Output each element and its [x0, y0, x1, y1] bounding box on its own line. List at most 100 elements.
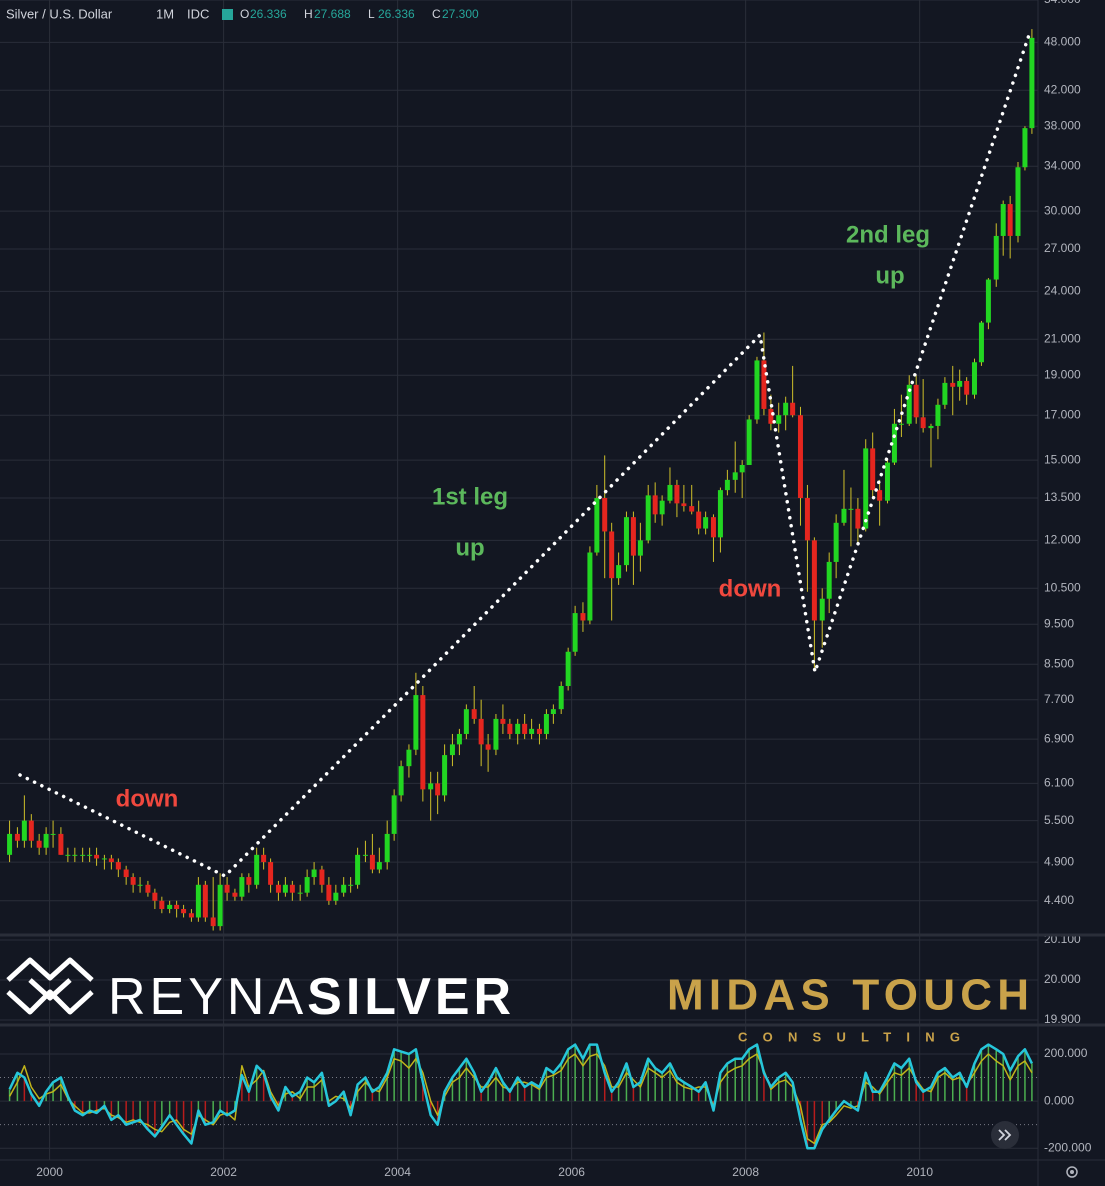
annotation: up: [875, 262, 904, 289]
candle-body: [841, 508, 847, 523]
candle-body: [442, 755, 448, 796]
candle-body: [674, 484, 680, 504]
x-tick-label: 2010: [906, 1165, 933, 1179]
candle-body: [1029, 37, 1035, 129]
candle-body: [94, 854, 100, 859]
candle-body: [43, 833, 49, 848]
candle-body: [957, 380, 963, 387]
candle-body: [768, 408, 774, 424]
candle-body: [384, 833, 390, 863]
candle-body: [950, 382, 956, 387]
candle-body: [282, 884, 288, 893]
candle-body: [167, 904, 173, 910]
candle-body: [159, 900, 165, 910]
candle-body: [602, 498, 608, 532]
y-tick-label: 6.900: [1044, 731, 1074, 745]
y-tick-label: 17.000: [1044, 407, 1081, 421]
candle-body: [376, 862, 382, 870]
candle-body: [529, 728, 535, 734]
candle-body: [326, 884, 332, 901]
candle-body: [275, 884, 281, 893]
candle-body: [369, 854, 375, 870]
quote-label: L: [368, 7, 375, 21]
y-tick-label: 38.000: [1044, 118, 1081, 132]
y-tick-label: 10.500: [1044, 580, 1081, 594]
y-tick-label: 8.500: [1044, 656, 1074, 670]
candle-body: [550, 709, 556, 714]
candle-body: [833, 522, 839, 562]
quote-label: H: [304, 7, 313, 21]
quote-value: 27.300: [442, 7, 479, 21]
symbol: Silver / U.S. Dollar: [6, 6, 113, 21]
y-tick-label: 30.000: [1044, 203, 1081, 217]
y-tick-label: 21.000: [1044, 331, 1081, 345]
candle-body: [210, 917, 216, 927]
candle-body: [826, 561, 832, 599]
candle-body: [776, 415, 782, 424]
candle-body: [188, 913, 194, 918]
y-tick-label: 19.900: [1044, 1012, 1081, 1026]
interval: 1M: [156, 6, 174, 21]
candle-body: [333, 892, 339, 901]
candle-body: [36, 840, 42, 848]
candle-body: [536, 728, 542, 734]
candle-body: [355, 854, 361, 885]
y-tick-label: 9.500: [1044, 616, 1074, 630]
candle-body: [420, 695, 426, 790]
candle-body: [870, 448, 876, 491]
candle-body: [50, 833, 56, 835]
marks: [7, 29, 1035, 1150]
candle-body: [572, 613, 578, 652]
candle-body: [811, 540, 817, 621]
y-tick-label: 0.000: [1044, 1093, 1074, 1107]
candle-body: [289, 884, 295, 893]
reyna-icon: [6, 957, 94, 1015]
candle-body: [21, 820, 27, 841]
candle-body: [87, 854, 93, 856]
candle-body: [522, 723, 528, 734]
scroll-button[interactable]: [991, 1121, 1019, 1149]
candle-body: [783, 402, 789, 416]
candle-body: [493, 718, 499, 750]
source: IDC: [187, 6, 209, 21]
candle-body: [754, 360, 760, 420]
candle-body: [920, 417, 926, 429]
y-tick-label: -200.000: [1044, 1140, 1092, 1154]
logo-text: REYNASILVER: [108, 968, 515, 1026]
y-tick-label: 27.000: [1044, 241, 1081, 255]
y-tick-label: 12.000: [1044, 533, 1081, 547]
candle-body: [463, 709, 469, 734]
candle-body: [898, 423, 904, 425]
candle-body: [790, 402, 796, 416]
candle-body: [391, 795, 397, 834]
y-tick-label: 42.000: [1044, 82, 1081, 96]
settings-button[interactable]: [1066, 1166, 1078, 1178]
candle-body: [623, 517, 629, 566]
candle-body: [435, 783, 441, 796]
annotation: up: [455, 534, 484, 561]
x-tick-label: 2002: [210, 1165, 237, 1179]
candle-body: [152, 892, 158, 901]
candle-body: [717, 490, 723, 538]
x-tick-label: 2006: [558, 1165, 585, 1179]
quote-label: O: [240, 7, 249, 21]
candle-body: [913, 384, 919, 418]
candle-body: [72, 854, 78, 856]
quote-value: 27.688: [314, 7, 351, 21]
y-tick-label: 13.500: [1044, 490, 1081, 504]
candle-body: [181, 909, 187, 914]
candle-body: [616, 565, 622, 579]
candle-body: [696, 511, 702, 529]
candle-body: [637, 540, 643, 556]
candle-body: [565, 651, 571, 686]
candle-body: [137, 884, 143, 886]
candle-body: [739, 464, 745, 473]
candle-body: [341, 884, 347, 893]
candle-body: [406, 749, 412, 767]
candle-body: [130, 877, 136, 885]
y-tick-label: 200.000: [1044, 1046, 1088, 1060]
candle-body: [101, 858, 107, 860]
candle-body: [848, 508, 854, 510]
